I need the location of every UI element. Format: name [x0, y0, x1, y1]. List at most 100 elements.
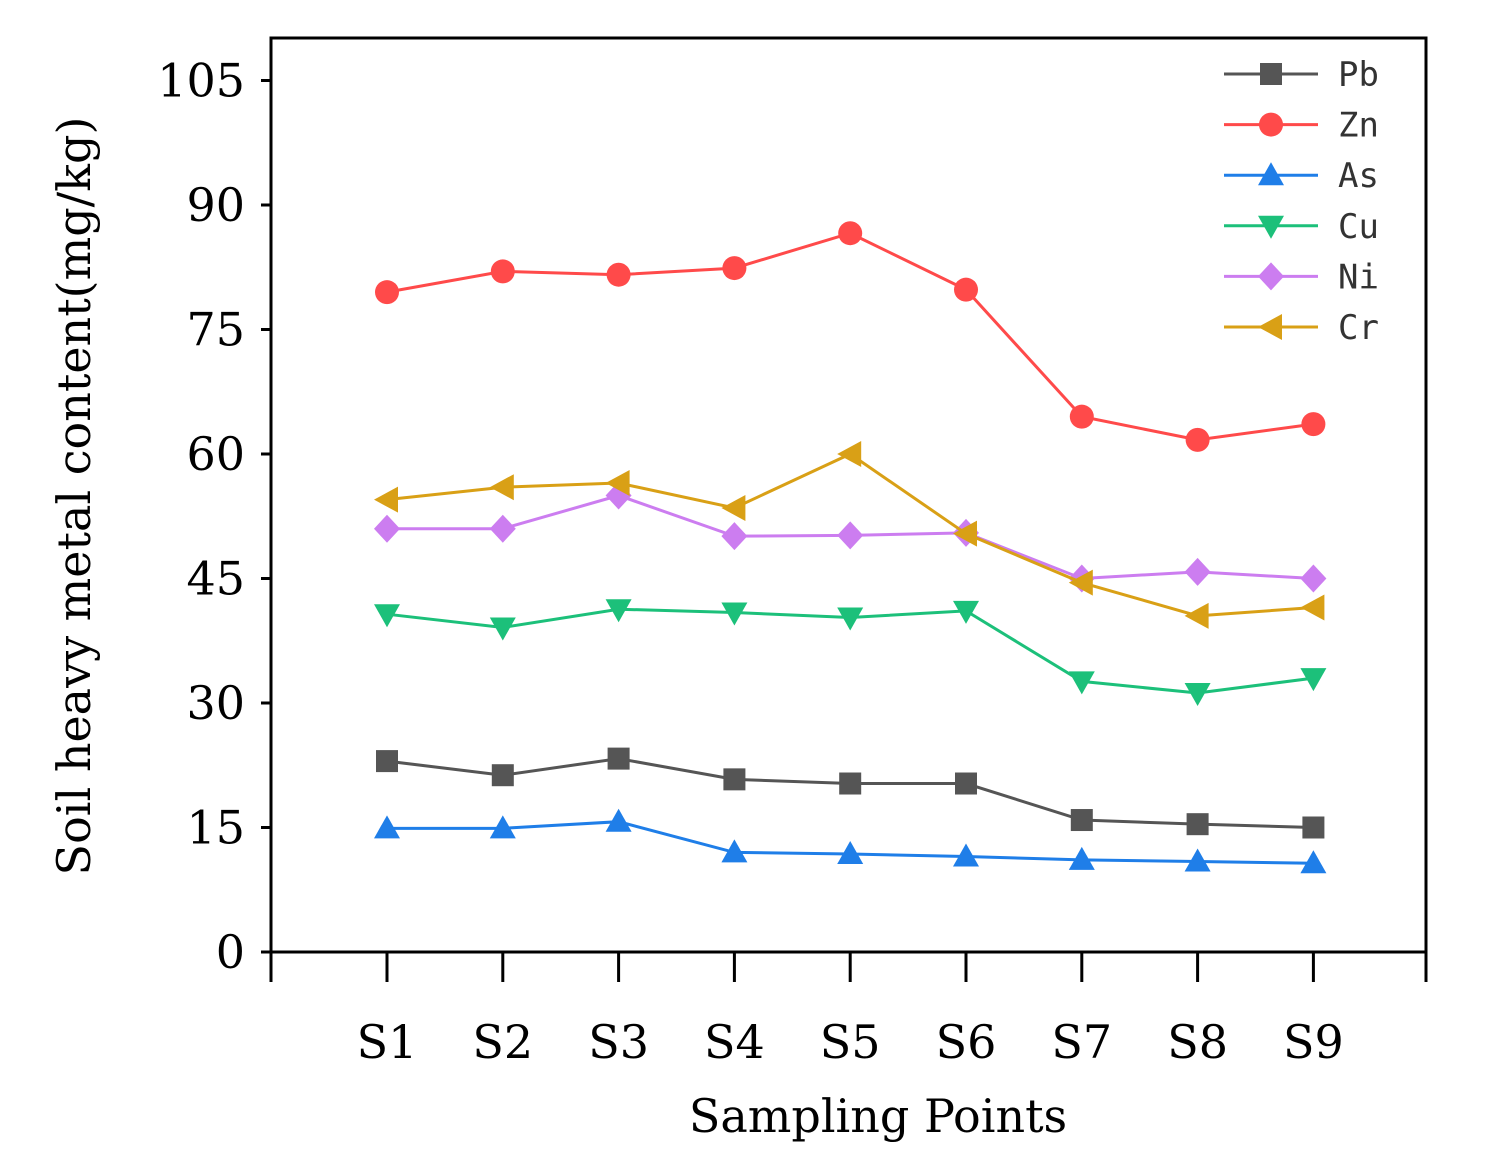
legend-label: Zn	[1338, 106, 1379, 146]
legend-label: Cr	[1338, 308, 1379, 348]
series-cr	[374, 441, 1325, 629]
data-point-ni	[721, 522, 748, 551]
y-tick-label: 60	[186, 427, 245, 481]
data-point-pb	[491, 764, 514, 787]
data-point-ni	[1300, 564, 1327, 593]
data-point-as	[953, 843, 979, 867]
series-ni	[374, 481, 1327, 593]
data-point-pb	[839, 772, 862, 795]
legend-item-cu: Cu	[1224, 207, 1379, 247]
data-point-cr	[605, 470, 630, 497]
data-point-as	[1300, 850, 1327, 874]
data-point-cr	[953, 520, 977, 547]
series-line-zn	[386, 231, 1314, 442]
y-tick-label: 45	[186, 552, 245, 606]
data-point-pb	[1070, 809, 1093, 832]
legend-marker	[1258, 162, 1284, 186]
legend-marker	[1258, 314, 1282, 340]
legend-label: As	[1338, 156, 1379, 196]
data-point-zn	[1185, 427, 1210, 452]
legend-label: Cu	[1338, 207, 1379, 247]
data-point-as	[1184, 848, 1211, 872]
data-point-cu	[1184, 683, 1211, 707]
data-point-as	[605, 808, 632, 832]
legend-marker	[1258, 215, 1284, 239]
data-point-cr	[721, 494, 746, 521]
data-point-zn	[1069, 404, 1094, 429]
data-point-pb	[1186, 813, 1209, 836]
data-point-cu	[605, 599, 632, 623]
data-point-zn	[954, 277, 978, 302]
x-tick-label: S2	[472, 1015, 533, 1069]
data-point-zn	[1301, 412, 1326, 437]
data-point-cr	[489, 474, 514, 501]
y-tick-label: 15	[186, 801, 245, 855]
legend-marker	[1259, 112, 1283, 137]
data-point-cu	[374, 604, 400, 628]
data-point-zn	[375, 280, 399, 305]
y-tick-label: 105	[157, 54, 245, 108]
data-point-ni	[374, 514, 400, 543]
data-point-cu	[837, 607, 864, 631]
data-point-cr	[1068, 569, 1093, 596]
data-point-as	[374, 815, 400, 839]
legend-marker	[1258, 262, 1284, 291]
legend-item-as: As	[1224, 156, 1379, 196]
data-point-as	[489, 815, 516, 839]
data-point-cu	[1300, 668, 1327, 692]
data-point-as	[721, 839, 748, 863]
data-point-cu	[489, 617, 516, 641]
data-point-ni	[1184, 557, 1211, 586]
y-tick-label: 0	[216, 925, 245, 979]
y-tick-label: 30	[186, 676, 245, 730]
data-point-as	[837, 841, 864, 865]
data-point-ni	[837, 521, 864, 550]
series-cu	[374, 599, 1327, 707]
x-tick-label: S1	[357, 1015, 418, 1069]
legend-item-ni: Ni	[1224, 257, 1379, 297]
data-point-zn	[606, 262, 631, 287]
data-point-pb	[376, 750, 398, 773]
y-tick-label: 75	[186, 303, 245, 357]
data-point-pb	[723, 768, 746, 791]
data-point-as	[1068, 846, 1095, 870]
x-tick-label: S3	[588, 1015, 649, 1069]
x-tick-label: S5	[820, 1015, 881, 1069]
y-tick-label: 90	[186, 178, 245, 232]
legend-marker	[1260, 63, 1282, 85]
data-point-pb	[607, 747, 630, 770]
data-point-cu	[721, 602, 748, 626]
legend-item-zn: Zn	[1224, 106, 1379, 146]
series-as	[374, 808, 1327, 874]
y-axis-title: Soil heavy metal content(mg/kg)	[47, 117, 101, 876]
data-point-cu	[1068, 671, 1095, 695]
legend: Pb Zn As Cu Ni Cr	[1224, 55, 1379, 348]
plot-frame	[269, 36, 1428, 954]
x-tick-label: S4	[704, 1015, 765, 1069]
data-point-cr	[1300, 594, 1325, 621]
series-zn	[375, 221, 1326, 452]
series-pb	[376, 747, 1325, 839]
series-layer	[374, 221, 1327, 874]
data-point-cr	[1184, 602, 1209, 629]
data-point-zn	[722, 256, 747, 281]
x-tick-label: S9	[1283, 1015, 1344, 1069]
data-point-zn	[838, 221, 863, 246]
legend-label: Ni	[1338, 257, 1379, 297]
x-tick-label: S6	[936, 1015, 997, 1069]
data-point-pb	[955, 772, 977, 795]
legend-item-cr: Cr	[1224, 308, 1379, 348]
data-point-cr	[837, 441, 862, 467]
data-point-cr	[374, 486, 398, 513]
x-tick-label: S7	[1051, 1015, 1112, 1069]
data-point-pb	[1302, 816, 1325, 839]
data-point-cu	[953, 600, 979, 624]
legend-label: Pb	[1338, 55, 1379, 95]
data-point-zn	[490, 259, 515, 284]
chart-axes: 0 15 30 45 60 75 90 105 S1 S2 S3 S4 S5 S6 S7 S8 S9	[157, 36, 1428, 1069]
data-point-ni	[489, 514, 516, 543]
x-axis-title: Sampling Points	[689, 1089, 1067, 1143]
x-tick-label: S8	[1167, 1015, 1228, 1069]
legend-item-pb: Pb	[1224, 55, 1379, 95]
